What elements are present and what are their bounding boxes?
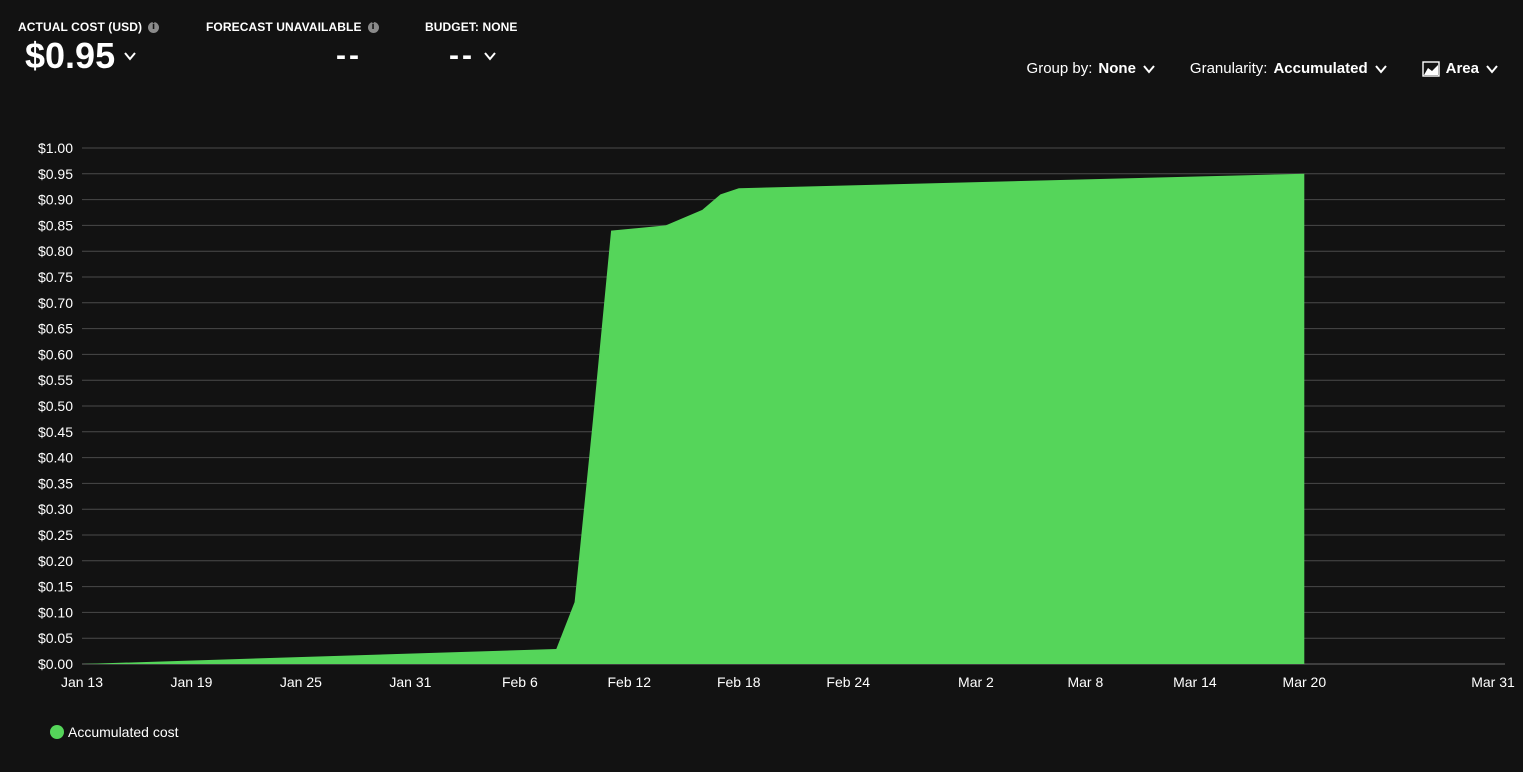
- y-tick-label: $0.80: [38, 243, 73, 259]
- y-tick-label: $0.20: [38, 553, 73, 569]
- y-tick-label: $0.65: [38, 321, 73, 337]
- y-tick-label: $0.95: [38, 166, 73, 182]
- group-by-label: Group by:: [1026, 60, 1093, 77]
- x-tick-label: Mar 8: [1067, 674, 1103, 690]
- chevron-down-icon: [1143, 64, 1155, 74]
- y-tick-label: $0.00: [38, 656, 73, 672]
- y-tick-label: $0.70: [38, 295, 73, 311]
- y-tick-label: $0.75: [38, 269, 73, 285]
- actual-cost-dropdown[interactable]: $0.95: [25, 34, 159, 78]
- x-tick-label: Feb 6: [502, 674, 538, 690]
- budget-dropdown[interactable]: --: [449, 34, 518, 78]
- y-tick-label: $1.00: [38, 140, 73, 156]
- budget-label: BUDGET: NONE: [425, 20, 518, 34]
- x-tick-label: Feb 18: [717, 674, 761, 690]
- y-tick-label: $0.05: [38, 630, 73, 646]
- x-tick-label: Jan 25: [280, 674, 322, 690]
- chart-type-value: Area: [1445, 60, 1479, 77]
- y-tick-label: $0.35: [38, 475, 73, 491]
- actual-cost-kpi: ACTUAL COST (USD) i $0.95: [18, 20, 160, 78]
- chart-controls: Group by: None Granularity: Accumulated …: [1027, 60, 1499, 77]
- x-tick-label: Feb 24: [826, 674, 870, 690]
- actual-cost-value: $0.95: [25, 35, 116, 76]
- y-tick-label: $0.15: [38, 579, 73, 595]
- actual-cost-label: ACTUAL COST (USD): [18, 20, 143, 34]
- legend-swatch: [50, 725, 64, 739]
- y-tick-label: $0.45: [38, 424, 73, 440]
- forecast-value: --: [336, 39, 362, 72]
- chevron-down-icon: [1486, 64, 1498, 74]
- budget-kpi: BUDGET: NONE --: [425, 20, 518, 78]
- chevron-down-icon: [484, 52, 496, 61]
- y-tick-label: $0.40: [38, 450, 73, 466]
- granularity-dropdown[interactable]: Granularity: Accumulated: [1190, 60, 1388, 77]
- group-by-dropdown[interactable]: Group by: None: [1027, 60, 1156, 77]
- forecast-kpi: FORECAST UNAVAILABLE i --: [206, 20, 379, 78]
- y-tick-label: $0.60: [38, 346, 73, 362]
- x-tick-label: Mar 31: [1471, 674, 1515, 690]
- forecast-label: FORECAST UNAVAILABLE: [206, 20, 362, 34]
- granularity-value: Accumulated: [1273, 60, 1368, 77]
- x-tick-label: Jan 31: [389, 674, 431, 690]
- chart-type-dropdown[interactable]: Area: [1421, 60, 1499, 77]
- area-chart-icon: [1421, 60, 1440, 77]
- budget-value: --: [449, 39, 475, 72]
- x-tick-label: Feb 12: [608, 674, 652, 690]
- x-tick-label: Mar 20: [1283, 674, 1327, 690]
- info-icon[interactable]: i: [367, 21, 379, 33]
- chevron-down-icon: [124, 52, 136, 61]
- info-icon[interactable]: i: [148, 21, 160, 33]
- y-tick-label: $0.30: [38, 501, 73, 517]
- x-tick-label: Mar 2: [958, 674, 994, 690]
- cost-area-chart: $0.00 $0.05 $0.10 $0.15 $0.20 $0.25 $0.30 $0.35…: [38, 140, 1515, 690]
- y-tick-label: $0.90: [38, 192, 73, 208]
- chart-legend[interactable]: Accumulated cost: [50, 724, 179, 740]
- chevron-down-icon: [1374, 64, 1387, 74]
- legend-label: Accumulated cost: [68, 724, 179, 740]
- x-tick-label: Jan 19: [170, 674, 212, 690]
- granularity-label: Granularity:: [1189, 60, 1268, 77]
- y-tick-label: $0.50: [38, 398, 73, 414]
- y-tick-label: $0.25: [38, 527, 73, 543]
- group-by-value: None: [1098, 60, 1136, 77]
- x-tick-label: Mar 14: [1173, 674, 1217, 690]
- x-tick-label: Jan 13: [61, 674, 103, 690]
- y-tick-label: $0.10: [38, 604, 73, 620]
- y-tick-label: $0.85: [38, 217, 73, 233]
- accumulated-cost-area: [82, 173, 1305, 665]
- y-tick-label: $0.55: [38, 372, 73, 388]
